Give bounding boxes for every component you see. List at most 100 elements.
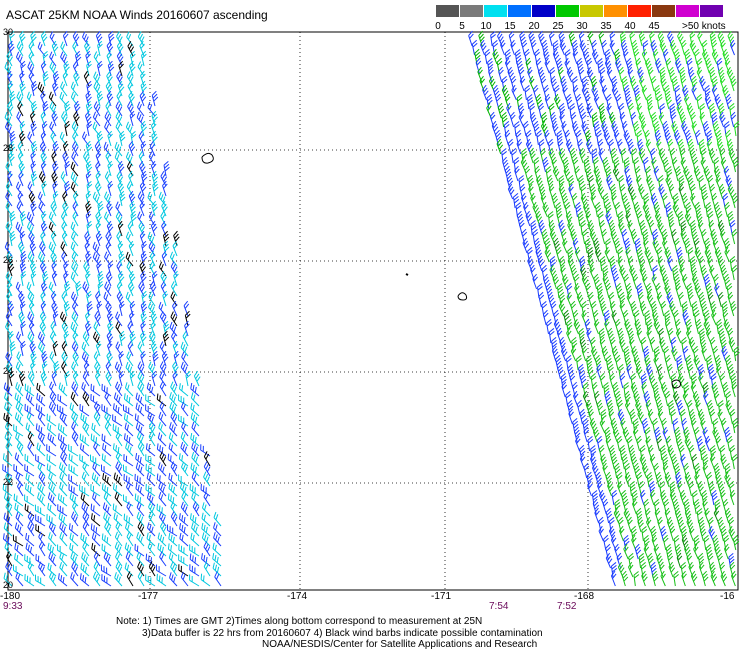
wind-barb bbox=[694, 462, 701, 479]
wind-barb bbox=[636, 174, 642, 191]
wind-barb bbox=[718, 66, 725, 83]
wind-barb bbox=[203, 541, 211, 557]
wind-barb bbox=[648, 372, 656, 389]
wind-barb bbox=[593, 165, 601, 182]
lon-label: -180 bbox=[0, 591, 21, 602]
wind-barb bbox=[49, 571, 57, 587]
wind-barb bbox=[123, 393, 134, 407]
wind-barb bbox=[178, 544, 189, 557]
wind-barb bbox=[714, 543, 721, 560]
wind-barb bbox=[618, 219, 625, 236]
wind-barb bbox=[644, 310, 651, 326]
wind-barb bbox=[652, 237, 660, 254]
wind-barb bbox=[180, 441, 189, 457]
wind-barb bbox=[52, 180, 58, 197]
wind-barb bbox=[91, 513, 101, 527]
wind-barb bbox=[567, 363, 574, 380]
wind-barb bbox=[24, 554, 35, 567]
wind-barb bbox=[30, 140, 38, 157]
wind-barb bbox=[724, 471, 731, 488]
wind-barb bbox=[665, 543, 673, 560]
wind-barb bbox=[709, 264, 715, 281]
wind-barb bbox=[652, 309, 659, 326]
wind-barb bbox=[179, 383, 189, 397]
wind-barb bbox=[562, 84, 568, 101]
wind-barb bbox=[571, 39, 579, 56]
wind-barb bbox=[529, 147, 536, 164]
wind-barb bbox=[72, 211, 79, 227]
wind-barb bbox=[520, 156, 528, 173]
wind-barb bbox=[663, 84, 671, 101]
wind-barb bbox=[703, 273, 711, 290]
wind-barb bbox=[189, 483, 200, 497]
wind-barb bbox=[589, 183, 596, 200]
wind-barb bbox=[158, 462, 167, 477]
wind-barb bbox=[149, 140, 156, 157]
wind-barb bbox=[129, 370, 136, 387]
wind-barb bbox=[658, 147, 666, 164]
wind-barb bbox=[140, 330, 147, 347]
wind-barb bbox=[644, 246, 652, 263]
legend-tick-label: >50 knots bbox=[682, 21, 726, 32]
legend-swatch bbox=[652, 5, 676, 17]
wind-barb bbox=[5, 441, 13, 457]
wind-barb bbox=[642, 228, 649, 245]
wind-barb bbox=[47, 432, 57, 447]
wind-barb bbox=[587, 255, 595, 272]
lat-label: 20 bbox=[3, 580, 14, 590]
wind-barb bbox=[125, 361, 134, 377]
wind-barb bbox=[606, 102, 612, 119]
wind-barb bbox=[59, 311, 68, 327]
wind-barb bbox=[72, 331, 79, 347]
wind-barb bbox=[718, 102, 725, 119]
wind-barb bbox=[695, 318, 702, 335]
wind-barb bbox=[47, 542, 57, 557]
wind-barb bbox=[178, 474, 189, 487]
wind-barb bbox=[610, 147, 617, 164]
wind-barb bbox=[40, 280, 48, 297]
wind-barb bbox=[579, 372, 587, 389]
wind-barb bbox=[659, 561, 665, 578]
wind-barb bbox=[693, 534, 700, 551]
wind-barb bbox=[92, 462, 101, 477]
wind-barb bbox=[553, 84, 560, 101]
wind-barb bbox=[50, 131, 57, 147]
wind-barb bbox=[721, 301, 728, 317]
wind-barb bbox=[83, 360, 90, 377]
wind-barb bbox=[141, 170, 148, 187]
wind-barb bbox=[100, 564, 112, 577]
wind-barb bbox=[14, 522, 24, 537]
wind-barb bbox=[611, 120, 618, 137]
wind-barb bbox=[511, 148, 517, 164]
wind-barb bbox=[172, 370, 178, 387]
wind-barb bbox=[68, 444, 79, 457]
wind-barb bbox=[504, 165, 512, 182]
wind-barb bbox=[544, 57, 550, 74]
pass-time-label: 7:54 bbox=[489, 601, 509, 612]
wind-barb bbox=[685, 354, 692, 371]
wind-barb bbox=[137, 521, 145, 537]
wind-barb bbox=[601, 120, 608, 137]
wind-barb bbox=[664, 471, 672, 488]
wind-barb bbox=[81, 471, 90, 487]
wind-barb bbox=[27, 61, 35, 77]
wind-barb bbox=[114, 541, 123, 557]
wind-barb bbox=[708, 102, 716, 119]
wind-barb bbox=[140, 70, 146, 87]
wind-barb bbox=[557, 363, 564, 380]
wind-barb bbox=[730, 111, 737, 128]
wind-barb bbox=[591, 48, 599, 65]
wind-barb bbox=[617, 255, 623, 272]
wind-barb bbox=[117, 80, 125, 97]
wind-barb bbox=[124, 422, 134, 437]
wind-barb bbox=[640, 336, 647, 353]
wind-barb bbox=[5, 321, 13, 337]
legend-tick-label: 45 bbox=[648, 21, 660, 32]
wind-barb bbox=[126, 181, 134, 197]
wind-barb bbox=[661, 228, 668, 245]
wind-barb bbox=[90, 503, 101, 517]
wind-barb bbox=[6, 251, 14, 267]
wind-barb bbox=[726, 138, 734, 155]
wind-barb bbox=[652, 228, 659, 245]
wind-barb bbox=[50, 201, 58, 217]
